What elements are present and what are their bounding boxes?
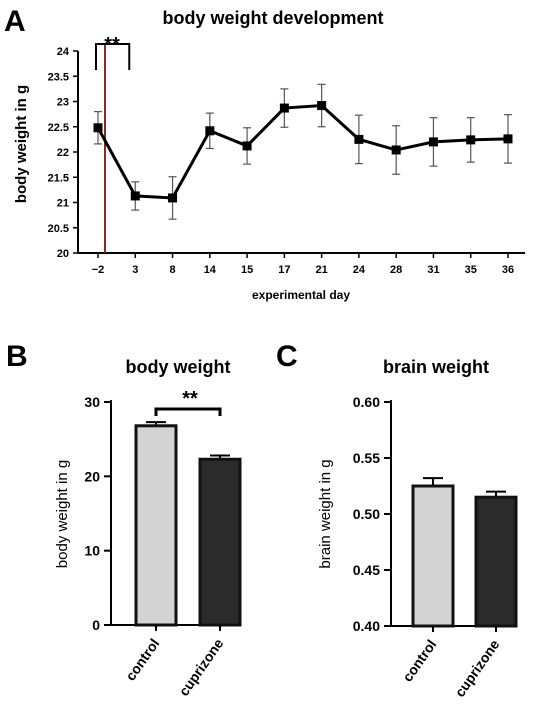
- chart-c-bar: [474, 495, 518, 628]
- chart-b-significance-bracket: [154, 407, 222, 416]
- chart-b-y-tick-label: 20: [84, 468, 100, 484]
- chart-b-plot: 0 10 20 30 control cuprizone: [84, 394, 242, 699]
- chart-a-x-tick-label: 3: [132, 264, 138, 276]
- chart-a-x-tick-label: 28: [390, 264, 402, 276]
- chart-a-y-tick-label: 20.5: [48, 223, 69, 235]
- chart-a-y-tick-label: 22.5: [48, 122, 69, 134]
- chart-a-y-tick-label: 21: [57, 198, 69, 210]
- chart-a-point: [168, 193, 178, 203]
- chart-a-point: [503, 134, 513, 144]
- chart-a-x-tick-label: 21: [316, 264, 328, 276]
- chart-b-x-tick-label: cuprizone: [175, 635, 226, 699]
- chart-a-x-tick-label: 8: [169, 264, 175, 276]
- chart-a-point: [279, 103, 289, 113]
- chart-c-title: brain weight: [383, 357, 489, 377]
- chart-c-x-tick-label: cuprizone: [451, 636, 502, 700]
- chart-b-ylabel: body weight in g: [54, 460, 71, 568]
- chart-b-bar: [198, 457, 242, 627]
- chart-c-plot: 0.40 0.45 0.50 0.55 0.60 control cuprizone: [353, 394, 518, 700]
- chart-a-x-tick-label: 36: [502, 264, 514, 276]
- chart-a-xlabel: experimental day: [252, 288, 350, 302]
- chart-a-significance-bracket: [95, 43, 131, 70]
- chart-a-y-tick-label: 23: [57, 97, 69, 109]
- chart-a-point: [466, 135, 476, 145]
- chart-c-y-tick-label: 0.55: [353, 450, 380, 466]
- chart-a-point: [354, 134, 364, 144]
- chart-b-title: body weight: [126, 357, 231, 377]
- chart-c-y-tick-label: 0.40: [353, 618, 380, 634]
- chart-b-x-tick-label: control: [122, 636, 162, 684]
- chart-a-title: body weight development: [162, 8, 383, 28]
- chart-c-x-tick-label: control: [399, 637, 439, 685]
- chart-a-x-tick-label: −2: [92, 264, 105, 276]
- chart-a-x-tick-label: 35: [465, 264, 477, 276]
- chart-b-y-tick-label: 0: [92, 617, 100, 633]
- chart-a-x-tick-label: 31: [427, 264, 439, 276]
- chart-a-point: [93, 123, 103, 133]
- chart-c-y-tick-label: 0.45: [353, 562, 380, 578]
- panel-letter-a: A: [4, 5, 26, 38]
- chart-b-y-tick-label: 30: [84, 394, 100, 410]
- chart-a-y-tick-label: 24: [57, 46, 70, 58]
- chart-a-y-tick-label: 23.5: [48, 71, 69, 83]
- chart-a-y-tick-label: 22: [57, 147, 69, 159]
- chart-b-significance: **: [182, 388, 198, 410]
- chart-a-point: [205, 126, 215, 136]
- chart-b-y-tick-label: 10: [84, 543, 100, 559]
- chart-a-x-tick-label: 17: [278, 264, 290, 276]
- chart-a-y-tick-label: 21.5: [48, 172, 69, 184]
- chart-c-ylabel: brain weight in g: [317, 459, 334, 568]
- chart-a-point: [242, 141, 252, 151]
- chart-a-x-tick-label: 14: [204, 264, 217, 276]
- chart-c-y-tick-label: 0.50: [353, 506, 380, 522]
- chart-a-point: [130, 191, 140, 201]
- chart-a-point: [391, 145, 401, 155]
- chart-a-x-tick-label: 15: [241, 264, 253, 276]
- chart-a-y-tick-label: 20: [57, 248, 69, 260]
- chart-a-point: [317, 101, 327, 111]
- panel-letter-c: C: [276, 340, 298, 373]
- chart-a-ylabel: body weight in g: [13, 85, 30, 203]
- panel-letter-b: B: [6, 340, 28, 373]
- chart-a-x-tick-label: 24: [353, 264, 366, 276]
- chart-a-point: [428, 137, 438, 147]
- chart-c-bar: [411, 484, 455, 628]
- chart-a-plot: 20 20.5 21 21.5 22 22.5 23 23.5 24 −2 3 8 14 15 17 21 24…: [48, 43, 525, 276]
- chart-c-y-tick-label: 0.60: [353, 394, 380, 410]
- chart-b-bar: [134, 424, 178, 627]
- chart-a-series-line: [96, 104, 509, 200]
